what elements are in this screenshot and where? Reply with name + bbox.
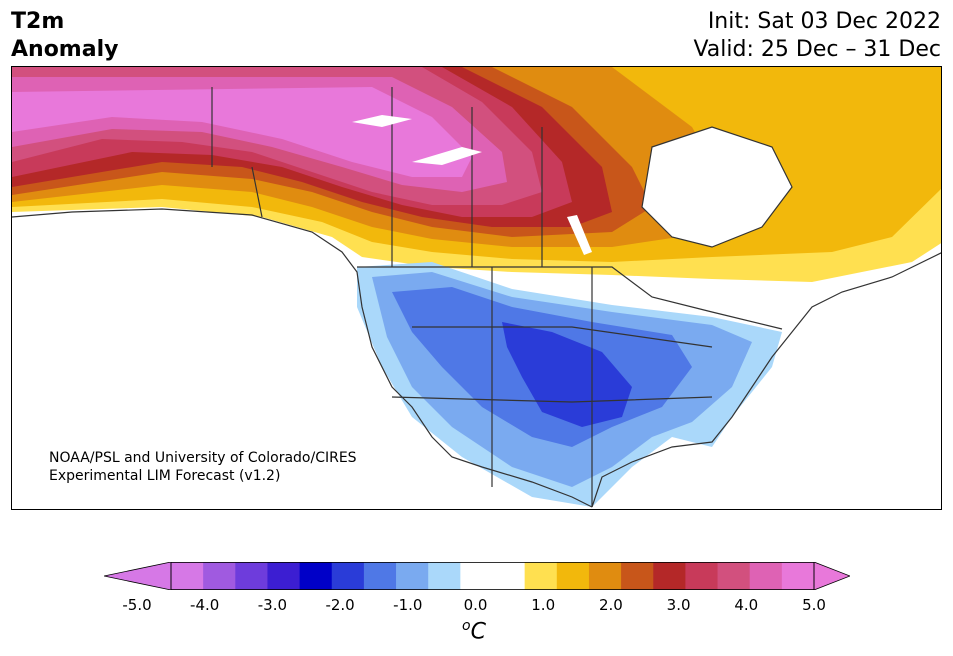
colorbar-cell	[556, 562, 590, 590]
colorbar-tick-label: -3.0	[257, 596, 288, 614]
colorbar-tick-label: 5.0	[802, 596, 826, 614]
colorbar-left-arrow	[104, 562, 172, 590]
colorbar-cell	[653, 562, 686, 590]
colorbar-cell	[749, 562, 783, 590]
unit-superscript: o	[462, 618, 471, 634]
lake-athabasca	[412, 147, 482, 165]
colorbar-tick-label: -4.0	[190, 596, 220, 614]
colorbar-cell	[685, 562, 719, 590]
colorbar-cell	[235, 562, 268, 590]
colorbar-cell	[428, 562, 461, 590]
colorbar-cell	[299, 562, 333, 590]
forecast-dates: Init: Sat 03 Dec 2022 Valid: 25 Dec – 31…	[693, 8, 941, 64]
credit-text: NOAA/PSL and University of Colorado/CIRE…	[49, 449, 357, 485]
credit-line-1: NOAA/PSL and University of Colorado/CIRE…	[49, 450, 357, 466]
unit-letter: C	[470, 619, 486, 645]
colorbar-tick-label: 2.0	[598, 596, 623, 614]
colorbar-tick-label: -1.0	[393, 596, 423, 614]
colorbar-cell	[267, 562, 301, 590]
colorbar-cell	[396, 562, 429, 590]
colorbar-cell	[363, 562, 397, 590]
colorbar-cell	[524, 562, 558, 590]
colorbar-tick-label: -5.0	[122, 596, 152, 614]
valid-range: Valid: 25 Dec – 31 Dec	[693, 37, 941, 62]
hudson-bay	[642, 127, 792, 247]
map-svg	[12, 67, 941, 508]
colorbar-cell	[203, 562, 236, 590]
colorbar-cell	[588, 562, 622, 590]
colorbar-cell	[460, 562, 493, 590]
colorbar-tick-label: -2.0	[325, 596, 355, 614]
colorbar-cell	[717, 562, 751, 590]
credit-line-2: Experimental LIM Forecast (v1.2)	[49, 468, 281, 484]
colorbar-cell	[171, 562, 204, 590]
colorbar-cells	[171, 562, 815, 590]
anomaly-map	[11, 66, 942, 510]
colorbar-tick-label: 3.0	[666, 596, 691, 614]
init-date: Init: Sat 03 Dec 2022	[707, 9, 941, 34]
lake-winnipeg	[567, 215, 592, 255]
boundary-lines	[12, 87, 941, 508]
colorbar-tick-label: 4.0	[734, 596, 759, 614]
colorbar-cell	[621, 562, 654, 590]
title-type: Anomaly	[11, 37, 119, 62]
colorbar-tick-label: 0.0	[463, 596, 488, 614]
anomaly-region-plus-5	[12, 87, 472, 177]
title-variable: T2m	[11, 9, 65, 34]
colorbar-tick-label: 1.0	[531, 596, 556, 614]
colorbar-cell	[781, 562, 815, 590]
colorbar	[104, 562, 850, 590]
great-slave-lake	[352, 115, 412, 127]
colorbar-cell	[492, 562, 526, 590]
colorbar-outline	[170, 562, 815, 590]
colorbar-cell	[331, 562, 365, 590]
colorbar-right-arrow	[813, 562, 850, 590]
colorbar-tick-labels: -5.0 -4.0 -3.0 -2.0 -1.0 0.0 1.0 2.0 3.0 4.0 5.0	[0, 596, 953, 616]
map-title: T2m Anomaly	[11, 8, 118, 64]
colorbar-unit: oC	[462, 618, 486, 644]
